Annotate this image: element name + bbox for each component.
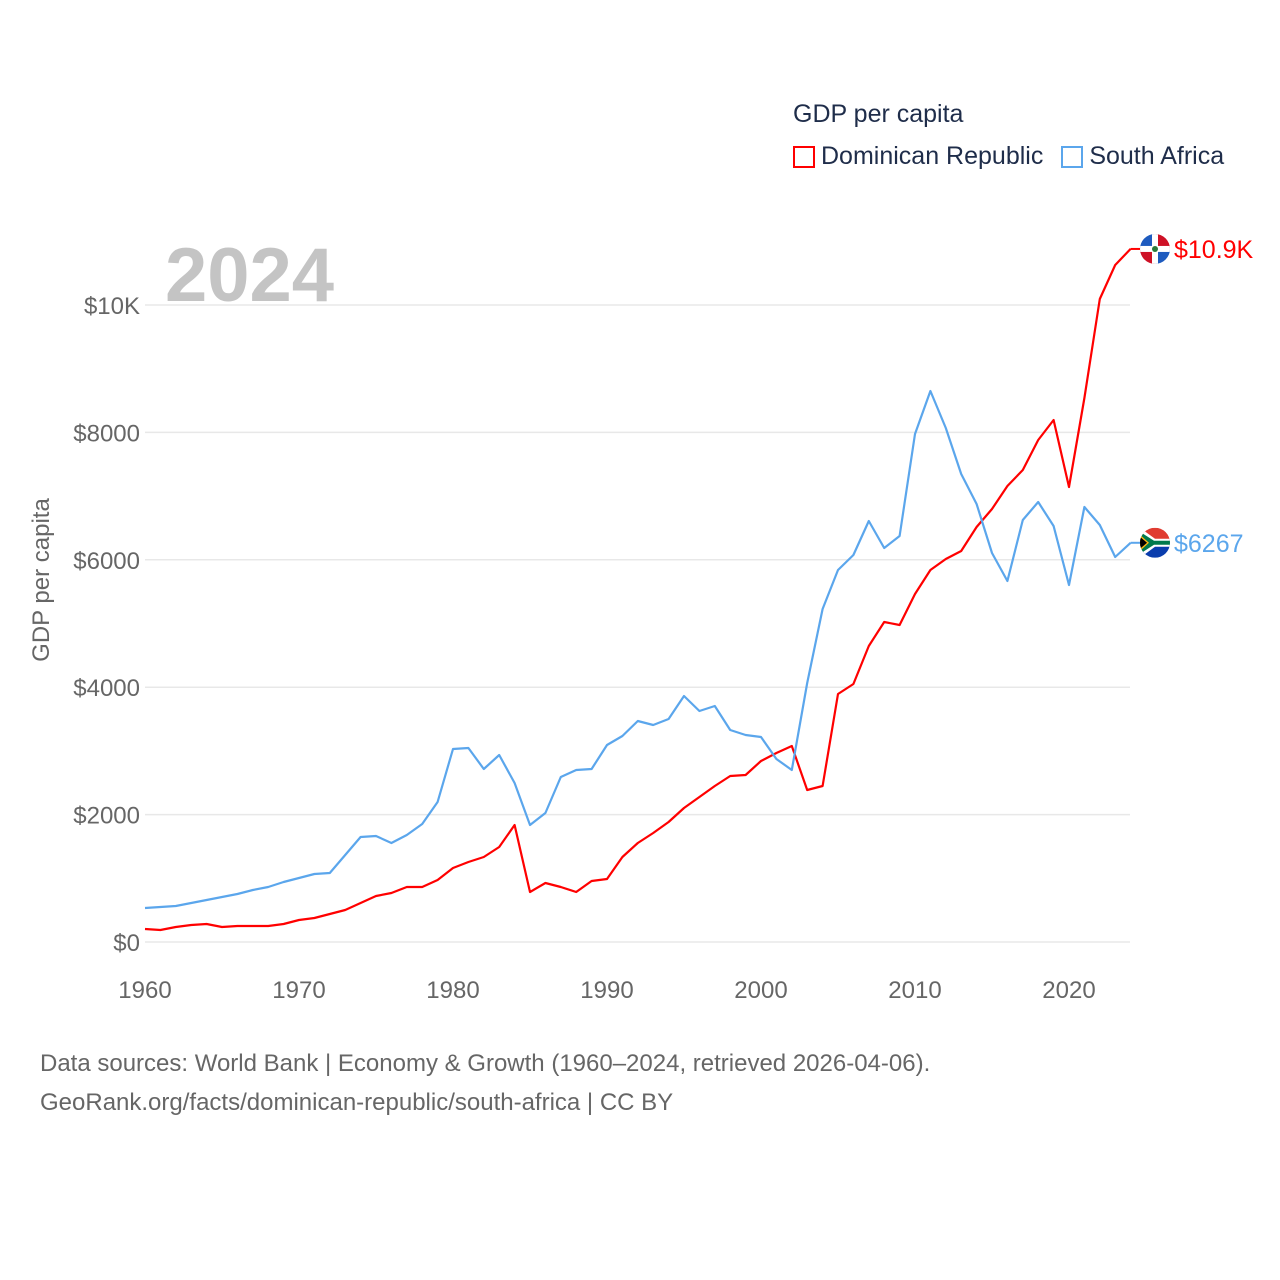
legend: Dominican Republic South Africa [793,142,1224,171]
y-tick-label: $0 [113,930,140,957]
legend-label: South Africa [1089,142,1225,170]
y-tick-label: $2000 [73,803,140,830]
y-axis-label: GDP per capita [28,498,55,662]
series-line-south-africa [144,389,1132,910]
dominican-republic-flag-icon [1140,233,1170,264]
legend-swatch-south-africa [1061,145,1084,168]
legend-swatch-dominican-republic [793,145,815,168]
y-tick-label: $4000 [73,675,140,702]
source-note: Data sources: World Bank | Economy & Gro… [40,1044,930,1122]
legend-item-dominican-republic[interactable]: Dominican Republic [793,142,1043,171]
year-watermark: 2024 [165,233,335,318]
y-tick-label: $6000 [73,548,140,575]
legend-title: GDP per capita [793,100,964,128]
end-value-label: $10.9K [1174,236,1254,264]
y-tick-label: $10K [84,293,140,320]
x-tick-label: 1960 [118,977,171,1004]
x-tick-label: 2020 [1042,977,1095,1004]
south-africa-flag-icon [1140,527,1170,558]
x-tick-label: 2000 [734,977,787,1004]
x-tick-label: 1980 [426,977,479,1004]
x-tick-label: 2010 [888,977,941,1004]
legend-item-south-africa[interactable]: South Africa [1061,142,1224,171]
y-tick-label: $8000 [73,420,140,447]
legend-label: Dominican Republic [821,142,1044,170]
series-line-dominican-republic [144,248,1132,932]
end-value-label: $6267 [1174,530,1244,558]
source-line-1: Data sources: World Bank | Economy & Gro… [40,1050,931,1077]
x-tick-label: 1990 [580,977,633,1004]
x-tick-label: 1970 [272,977,325,1004]
source-line-2[interactable]: GeoRank.org/facts/dominican-republic/sou… [40,1089,674,1116]
